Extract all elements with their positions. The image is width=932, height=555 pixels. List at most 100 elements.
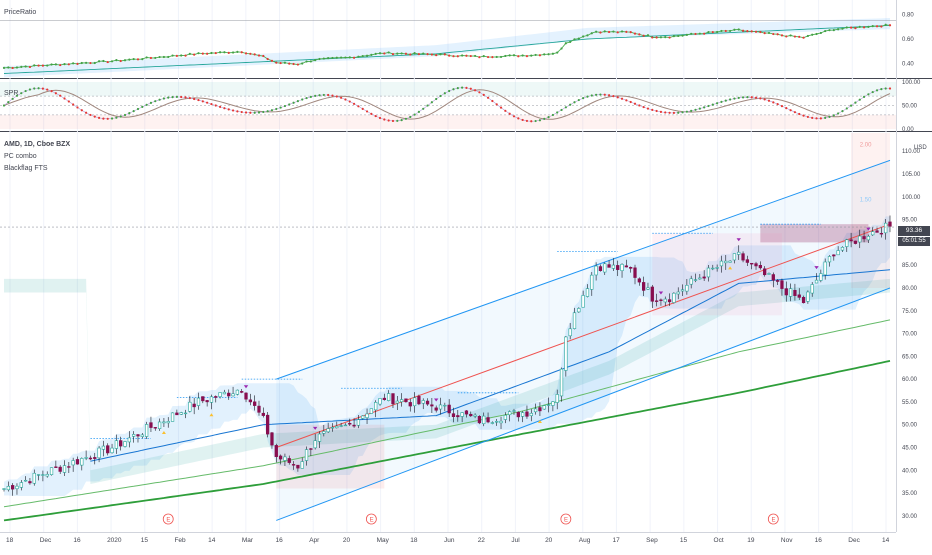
ratio-dot <box>231 51 235 54</box>
rsi-dot <box>357 105 360 108</box>
ratio-dot <box>802 36 805 39</box>
rsi-dot <box>162 97 166 100</box>
ratio-dot <box>391 53 395 56</box>
buy-signal-triangle <box>209 413 214 417</box>
indicator-pc-combo[interactable]: PC combo <box>4 153 37 160</box>
candle-body <box>425 400 430 405</box>
candle-body <box>330 426 335 429</box>
rsi-dot <box>426 104 429 107</box>
rsi-dot <box>871 90 874 94</box>
ratio-dot <box>288 62 291 65</box>
rsi-dot <box>257 111 261 114</box>
candle-body <box>322 431 326 434</box>
rsi-dot <box>711 103 714 106</box>
candle-body <box>486 417 490 423</box>
ratio-dot <box>149 56 153 60</box>
candle-body <box>832 254 836 257</box>
candle-body <box>767 273 771 275</box>
price-tick-label: 60.00 <box>902 377 918 383</box>
ratio-dot <box>348 56 351 59</box>
rsi-dot <box>288 103 291 106</box>
ratio-dot <box>815 32 818 36</box>
rsi-dot <box>612 95 615 98</box>
candle-body <box>654 300 659 302</box>
ratio-dot <box>512 54 516 57</box>
rsi-dot <box>89 113 92 117</box>
rsi-dot <box>80 109 83 112</box>
rsi-dot <box>2 104 6 107</box>
ratio-dot <box>171 54 174 57</box>
ratio-dot <box>370 53 373 56</box>
candle-body <box>508 411 512 416</box>
rsi-dot <box>707 104 710 108</box>
indicator-blackflag[interactable]: Blackflag FTS <box>4 165 48 172</box>
ratio-dot <box>417 53 421 56</box>
rsi-dot <box>136 107 140 111</box>
candle-body <box>542 405 546 410</box>
ratio-dot <box>871 25 874 28</box>
ratio-dot <box>37 64 40 67</box>
time-tick-label: Oct <box>714 537 724 544</box>
candle-body <box>572 312 577 329</box>
ratio-dot <box>538 54 542 57</box>
rsi-dot <box>491 99 494 103</box>
candle-body <box>771 274 775 281</box>
candle-body <box>447 404 451 414</box>
candle-body <box>667 299 672 303</box>
time-tick-label: Dec <box>40 537 52 544</box>
rsi-tick-label: 0.00 <box>902 127 914 133</box>
rsi-dot <box>517 117 520 120</box>
ratio-dot <box>54 63 57 66</box>
sell-signal-triangle <box>312 426 318 430</box>
time-tick-label: 16 <box>815 537 823 544</box>
candle-body <box>326 428 330 433</box>
candle-body <box>672 292 676 303</box>
time-tick-label: Aug <box>579 537 591 544</box>
candle-body <box>477 416 482 424</box>
rsi-dot <box>145 103 148 106</box>
candle-body <box>810 284 814 294</box>
ratio-dot <box>681 34 684 37</box>
ratio-dot <box>543 53 546 56</box>
candle-body <box>352 424 356 427</box>
candle-body <box>801 297 806 304</box>
ratio-tick-label: 0.60 <box>902 37 914 43</box>
time-tick-label: 14 <box>208 537 216 544</box>
price-tick-label: 100.00 <box>902 195 921 201</box>
rsi-dot <box>547 116 550 119</box>
earnings-marker-label: E <box>370 518 374 524</box>
ratio-dot <box>426 53 429 56</box>
rsi-dot <box>556 111 559 114</box>
rsi-dot <box>158 98 161 101</box>
ratio-dot <box>102 59 105 63</box>
time-tick-label: 22 <box>478 537 486 544</box>
candle-body <box>244 392 248 400</box>
rsi-dot <box>776 103 779 106</box>
candle-body <box>88 457 93 460</box>
rsi-dot <box>659 110 663 113</box>
candle-body <box>93 457 97 459</box>
candle-body <box>724 260 728 264</box>
rsi-dot <box>633 102 637 105</box>
rsi-dot <box>469 87 472 90</box>
ratio-dot <box>365 54 369 57</box>
candle-body <box>382 397 386 401</box>
price-tick-label: 65.00 <box>902 354 918 360</box>
ratio-dot <box>659 36 663 39</box>
rsi-dot <box>681 111 684 114</box>
candle-body <box>270 432 274 446</box>
candle-body <box>119 440 123 447</box>
rsi-dot <box>331 94 334 97</box>
ratio-dot <box>136 58 140 61</box>
ratio-dot <box>620 30 624 33</box>
symbol-title[interactable]: AMD, 1D, Cboe BZX <box>4 141 71 148</box>
ratio-dot <box>759 30 762 34</box>
rsi-dot <box>439 94 442 98</box>
candle-body <box>166 421 170 424</box>
ratio-dot <box>404 52 408 55</box>
candle-body <box>849 239 853 242</box>
rsi-dot <box>672 111 676 114</box>
rsi-dot <box>391 119 395 123</box>
candle-body <box>132 434 136 437</box>
